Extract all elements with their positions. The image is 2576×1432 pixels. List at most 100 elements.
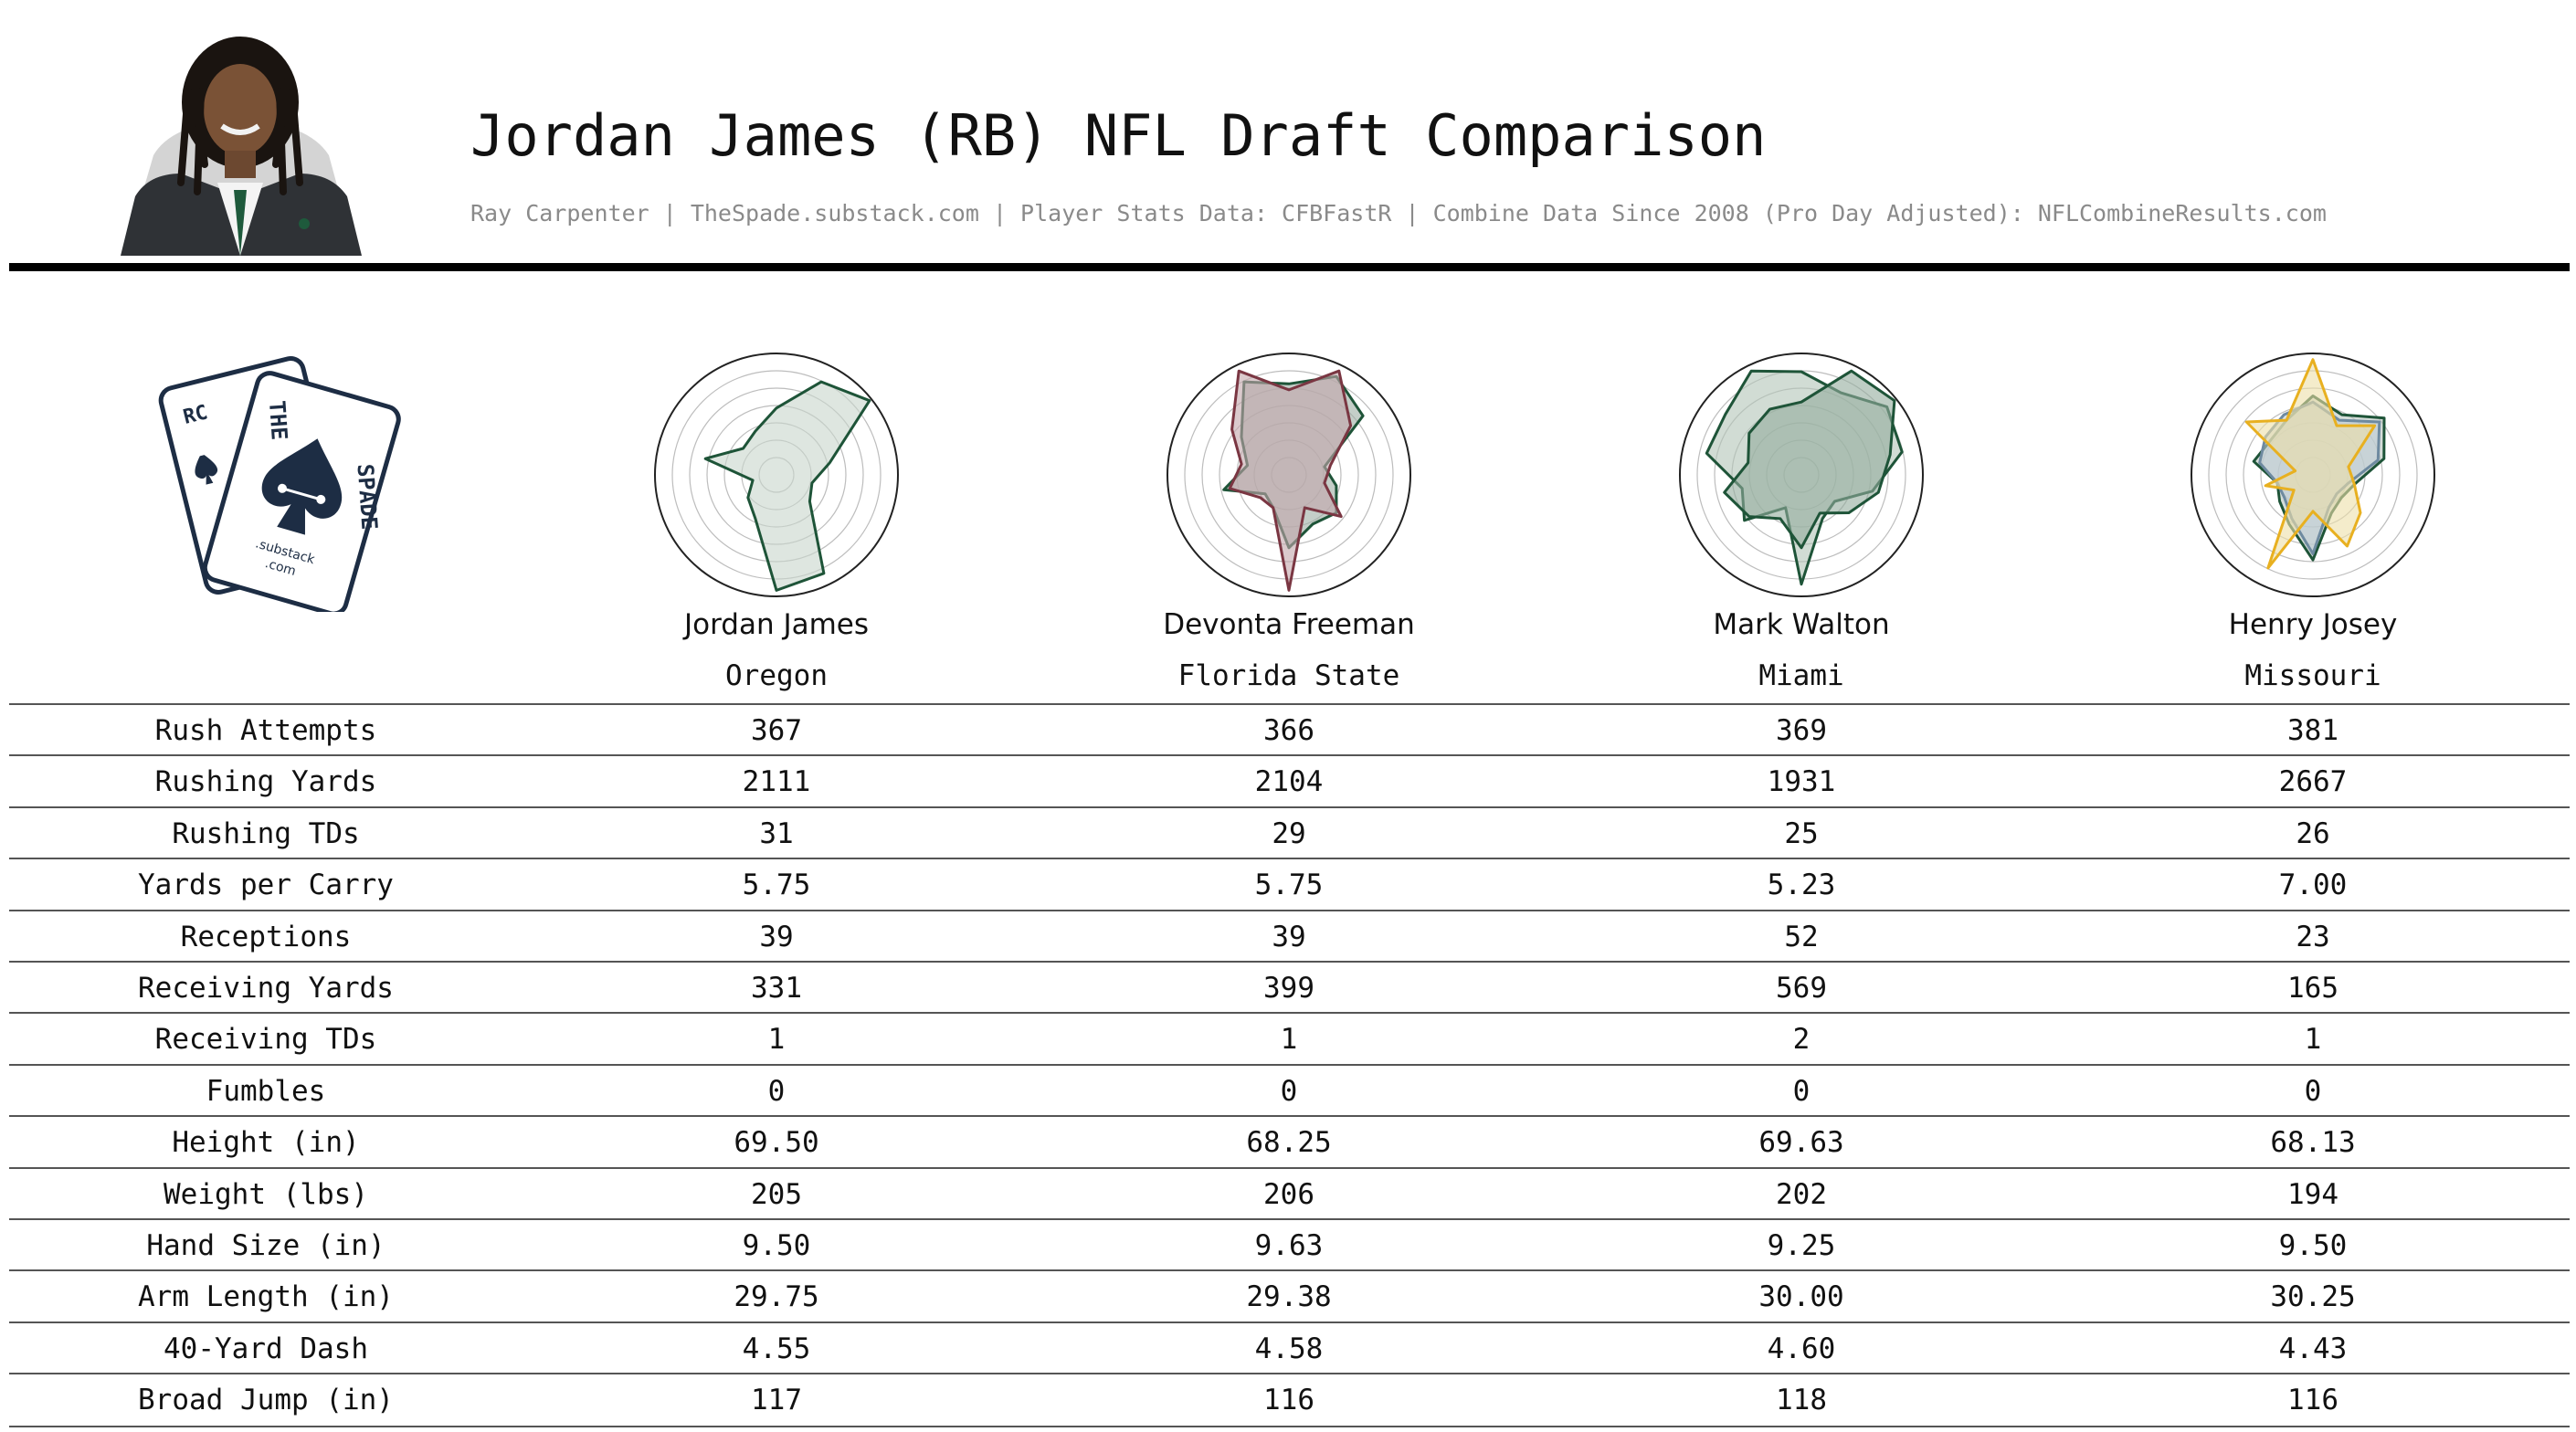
row-label: Fumbles <box>206 1074 326 1108</box>
table-row: Fumbles 0 0 0 0 <box>9 1063 2570 1117</box>
table-cell: 194 <box>2287 1177 2338 1211</box>
table-row: 40-Yard Dash 4.55 4.58 4.60 4.43 <box>9 1321 2570 1374</box>
table-row: Receiving TDs 1 1 2 1 <box>9 1012 2570 1065</box>
table-cell: 2 <box>1792 1023 1811 1057</box>
table-cell: 202 <box>1776 1177 1827 1211</box>
table-cell: 0 <box>767 1074 786 1108</box>
table-row: Hand Size (in) 9.50 9.63 9.25 9.50 <box>9 1218 2570 1271</box>
table-cell: 39 <box>1272 920 1306 953</box>
table-cell: 1 <box>2304 1023 2322 1057</box>
row-label: Receiving TDs <box>154 1023 377 1057</box>
player-school: Miami <box>1758 659 1844 692</box>
radar-chart-henry-josey <box>2191 353 2435 597</box>
table-cell: 369 <box>1776 714 1827 747</box>
table-cell: 5.23 <box>1767 869 1836 902</box>
table-cell: 331 <box>751 972 802 1005</box>
table-cell: 569 <box>1776 972 1827 1005</box>
table-cell: 52 <box>1784 920 1819 953</box>
row-label: 40-Yard Dash <box>164 1332 368 1365</box>
table-cell: 4.55 <box>742 1332 811 1365</box>
radar-chart-jordan-james <box>654 353 899 597</box>
logo-word-spade: SPADE <box>352 463 382 531</box>
table-cell: 68.13 <box>2270 1126 2356 1160</box>
table-cell: 165 <box>2287 972 2338 1005</box>
table-cell: 23 <box>2296 920 2330 953</box>
table-cell: 116 <box>2287 1384 2338 1417</box>
row-label: Rushing Yards <box>154 765 377 799</box>
table-row: Weight (lbs) 205 206 202 194 <box>9 1166 2570 1220</box>
table-cell: 30.00 <box>1758 1280 1844 1314</box>
table-cell: 68.25 <box>1246 1126 1332 1160</box>
table-cell: 2104 <box>1254 765 1324 799</box>
row-label: Broad Jump (in) <box>138 1384 394 1417</box>
table-row: Rush Attempts 367 366 369 381 <box>9 703 2570 756</box>
table-cell: 30.25 <box>2270 1280 2356 1314</box>
table-cell: 5.75 <box>1254 869 1324 902</box>
table-cell: 29 <box>1272 816 1306 850</box>
table-cell: 4.60 <box>1767 1332 1836 1365</box>
table-cell: 29.75 <box>734 1280 819 1314</box>
radar-series-2 <box>2244 358 2377 570</box>
table-cell: 39 <box>759 920 794 953</box>
table-cell: 0 <box>2304 1074 2322 1108</box>
row-label: Hand Size (in) <box>146 1229 385 1262</box>
row-label: Height (in) <box>172 1126 360 1160</box>
player-headshot <box>121 37 362 256</box>
table-cell: 206 <box>1263 1177 1314 1211</box>
table-cell: 26 <box>2296 816 2330 850</box>
table-cell: 399 <box>1263 972 1314 1005</box>
table-cell: 4.43 <box>2278 1332 2348 1365</box>
table-row: Rushing TDs 31 29 25 26 <box>9 806 2570 859</box>
row-label: Rush Attempts <box>154 714 377 747</box>
table-row: Rushing Yards 2111 2104 1931 2667 <box>9 754 2570 807</box>
table-cell: 0 <box>1792 1074 1811 1108</box>
table-cell: 205 <box>751 1177 802 1211</box>
table-cell: 9.50 <box>742 1229 811 1262</box>
radar-series-1 <box>1228 369 1353 592</box>
radar-chart-mark-walton <box>1679 353 1924 597</box>
table-row: Broad Jump (in) 117 116 118 116 <box>9 1373 2570 1428</box>
row-label: Receptions <box>180 920 352 953</box>
table-cell: 5.75 <box>742 869 811 902</box>
table-cell: 2667 <box>2278 765 2348 799</box>
table-cell: 31 <box>759 816 794 850</box>
row-label: Receiving Yards <box>138 972 394 1005</box>
table-cell: 0 <box>1280 1074 1298 1108</box>
table-row: Receiving Yards 331 399 569 165 <box>9 961 2570 1014</box>
table-cell: 69.63 <box>1758 1126 1844 1160</box>
radar-chart-devonta-freeman <box>1167 353 1411 597</box>
table-cell: 29.38 <box>1246 1280 1332 1314</box>
logo-word-the: THE <box>264 400 292 441</box>
spade-icon <box>261 438 343 535</box>
table-cell: 9.50 <box>2278 1229 2348 1262</box>
page-subtitle: Ray Carpenter | TheSpade.substack.com | … <box>470 200 2327 226</box>
table-cell: 366 <box>1263 714 1314 747</box>
table-cell: 69.50 <box>734 1126 819 1160</box>
table-cell: 381 <box>2287 714 2338 747</box>
row-label: Arm Length (in) <box>138 1280 394 1314</box>
table-cell: 1 <box>767 1023 786 1057</box>
player-school: Oregon <box>725 659 828 692</box>
table-row: Yards per Carry 5.75 5.75 5.23 7.00 <box>9 858 2570 911</box>
table-cell: 25 <box>1784 816 1819 850</box>
table-cell: 117 <box>751 1384 802 1417</box>
player-name: Henry Josey <box>2228 608 2398 641</box>
header-divider <box>9 263 2570 271</box>
table-row: Receptions 39 39 52 23 <box>9 909 2570 963</box>
table-cell: 4.58 <box>1254 1332 1324 1365</box>
table-cell: 9.25 <box>1767 1229 1836 1262</box>
player-school: Florida State <box>1177 659 1400 692</box>
table-row: Arm Length (in) 29.75 29.38 30.00 30.25 <box>9 1269 2570 1322</box>
table-cell: 116 <box>1263 1384 1314 1417</box>
the-spade-logo: RC THE SPADE .substack .com <box>158 356 401 612</box>
row-label: Yards per Carry <box>138 869 394 902</box>
table-cell: 1 <box>1280 1023 1298 1057</box>
player-name: Mark Walton <box>1713 608 1890 641</box>
table-cell: 7.00 <box>2278 869 2348 902</box>
radar-series-0 <box>703 380 871 592</box>
row-label: Rushing TDs <box>172 816 360 850</box>
table-cell: 367 <box>751 714 802 747</box>
radar-series-1 <box>1723 369 1896 550</box>
logo-back-card-letters: RC <box>181 401 210 429</box>
table-cell: 1931 <box>1767 765 1836 799</box>
